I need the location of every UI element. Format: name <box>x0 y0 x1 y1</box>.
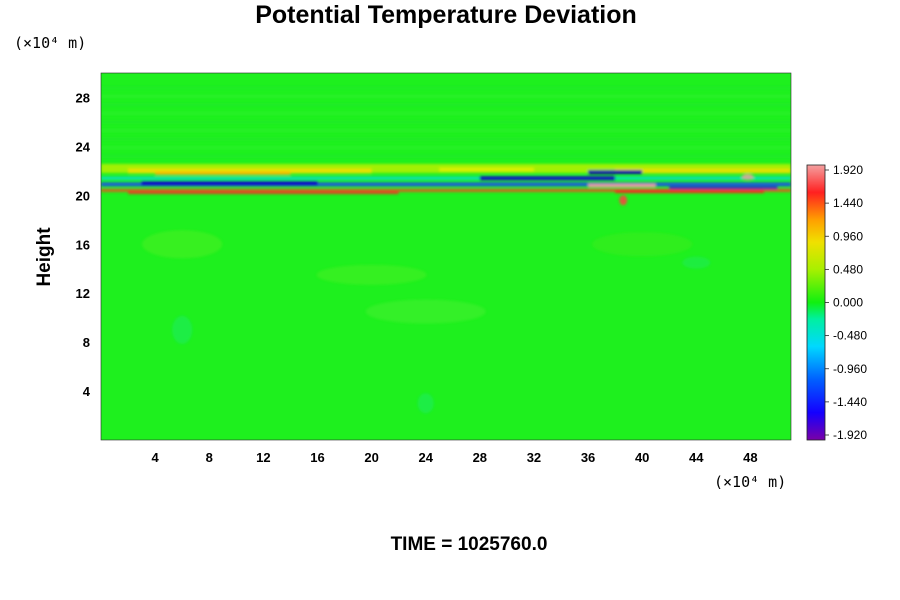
x-tick-label: 20 <box>364 450 378 465</box>
x-unit-label: (×10⁴ m) <box>714 473 786 491</box>
colorbar-tick-label: 1.440 <box>833 196 863 210</box>
cool-patch <box>172 315 193 344</box>
y-axis-ticks: 4 8 12 16 20 24 28 <box>76 90 91 399</box>
x-tick-label: 44 <box>689 450 704 465</box>
positive-blob <box>741 173 754 180</box>
x-tick-label: 40 <box>635 450 649 465</box>
x-tick-label: 32 <box>527 450 541 465</box>
y-tick-label: 28 <box>76 90 90 105</box>
colorbar-tick-label: -0.960 <box>833 362 867 376</box>
x-tick-label: 24 <box>418 450 433 465</box>
y-tick-label: 24 <box>76 139 91 154</box>
x-tick-label: 8 <box>206 450 213 465</box>
colorbar <box>806 164 826 441</box>
colorbar-tick-label: -1.440 <box>833 395 867 409</box>
colorbar-tick-label: 1.920 <box>833 163 863 177</box>
colorbar-tick-label: 0.960 <box>833 229 863 243</box>
negative-band <box>588 170 643 175</box>
y-axis-label: Height <box>34 227 55 287</box>
colorbar-ticks: 1.920 1.440 0.960 0.480 0.000 -0.480 -0.960 -1.… <box>825 163 867 442</box>
wave-stripe <box>101 95 791 98</box>
y-tick-label: 12 <box>76 286 90 301</box>
warm-layer <box>155 171 291 175</box>
wave-stripe <box>101 129 791 132</box>
wave-stripe <box>101 112 791 115</box>
field-features <box>101 86 791 414</box>
wave-stripe <box>101 146 791 149</box>
cool-fringe <box>101 176 791 180</box>
chart-title: Potential Temperature Deviation <box>255 1 637 29</box>
warm-layer <box>615 168 791 174</box>
wave-stripe <box>101 86 791 89</box>
lower-structure <box>365 299 486 324</box>
negative-band <box>141 181 318 186</box>
negative-band <box>101 182 791 187</box>
y-tick-label: 16 <box>76 237 90 252</box>
positive-band <box>128 191 399 194</box>
time-label: TIME = 1025760.0 <box>391 534 548 555</box>
y-tick-label: 4 <box>83 384 91 399</box>
colorbar-tick-label: 0.480 <box>833 262 863 276</box>
lower-structure <box>592 232 693 257</box>
y-unit-label: (×10⁴ m) <box>14 34 86 52</box>
positive-band <box>588 183 656 188</box>
x-tick-label: 28 <box>473 450 487 465</box>
warm-layer <box>439 167 534 172</box>
x-axis-ticks: 4 8 12 16 20 24 28 32 36 40 44 48 <box>152 450 758 465</box>
x-tick-label: 16 <box>310 450 324 465</box>
cool-patch <box>682 256 711 269</box>
wave-stripe <box>101 103 791 106</box>
warm-layer <box>128 168 372 174</box>
wave-stripe <box>101 138 791 141</box>
colorbar-tick-label: -1.920 <box>833 428 867 442</box>
negative-band <box>669 186 778 190</box>
positive-band <box>615 190 764 194</box>
cool-patch <box>417 393 434 414</box>
positive-band <box>101 188 791 192</box>
lower-structure <box>316 264 427 285</box>
positive-blob <box>619 195 628 206</box>
y-tick-label: 20 <box>76 188 90 203</box>
wave-stripe <box>101 120 791 123</box>
field-background <box>101 73 791 440</box>
x-tick-label: 48 <box>743 450 757 465</box>
wave-stripe <box>101 155 791 158</box>
x-tick-label: 12 <box>256 450 270 465</box>
negative-band <box>479 176 616 181</box>
y-tick-label: 8 <box>83 335 90 350</box>
lower-structure <box>142 230 223 259</box>
plot-frame <box>100 72 792 441</box>
colorbar-tick-label: -0.480 <box>833 329 867 343</box>
colorbar-tick-label: 0.000 <box>833 296 863 310</box>
x-tick-label: 36 <box>581 450 595 465</box>
x-tick-label: 4 <box>152 450 160 465</box>
plot-area <box>101 73 791 440</box>
